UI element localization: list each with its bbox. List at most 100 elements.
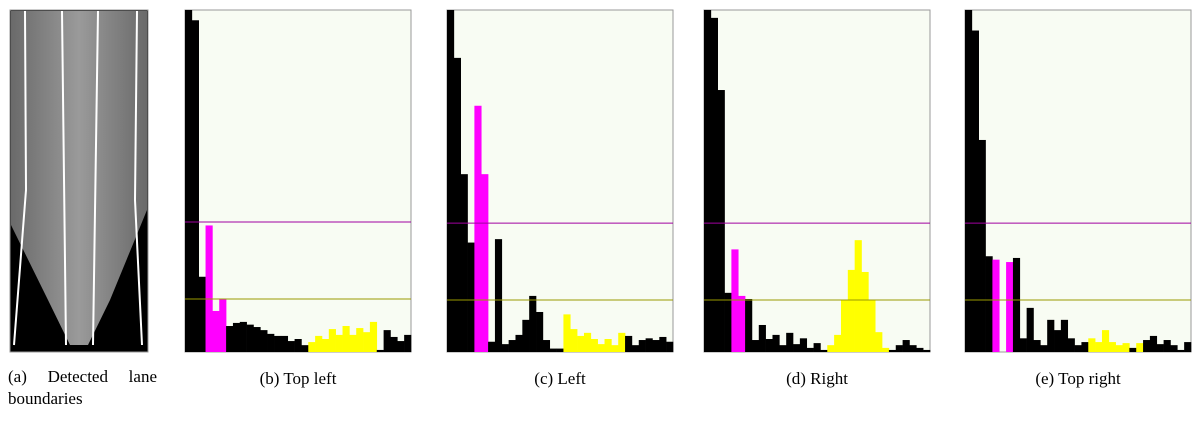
bar <box>1075 345 1082 352</box>
bar <box>1054 330 1061 352</box>
bar <box>807 348 814 352</box>
bar <box>772 335 779 352</box>
bar <box>923 350 930 352</box>
bar <box>219 299 226 352</box>
bar <box>625 336 632 352</box>
bar <box>461 174 468 352</box>
bar <box>308 342 315 352</box>
bar <box>745 299 752 352</box>
bar <box>370 322 377 352</box>
bar <box>212 311 219 352</box>
bar <box>240 322 247 352</box>
bar <box>1129 348 1136 352</box>
bar <box>1047 320 1054 352</box>
bar <box>329 329 336 352</box>
bar <box>267 334 274 352</box>
bar <box>1164 340 1171 352</box>
bar <box>1081 342 1088 352</box>
bar <box>447 10 454 352</box>
bar <box>577 336 584 352</box>
bar <box>652 340 659 352</box>
bar <box>704 10 711 352</box>
bar <box>529 296 536 352</box>
bar <box>515 335 522 352</box>
bar <box>814 343 821 352</box>
bar <box>1061 320 1068 352</box>
bar <box>639 340 646 352</box>
bar <box>488 342 495 352</box>
bar <box>274 336 281 352</box>
bar <box>1040 345 1047 352</box>
bar <box>834 335 841 352</box>
bar <box>233 323 240 352</box>
bar <box>1143 340 1150 352</box>
bar <box>247 325 254 352</box>
bar <box>206 225 213 352</box>
bar <box>397 341 404 352</box>
bar <box>570 329 577 352</box>
bar <box>522 320 529 352</box>
bar <box>779 345 786 352</box>
image-caption: (a) Detected lane boundaries <box>8 366 157 410</box>
bar <box>862 272 869 352</box>
bar <box>841 300 848 352</box>
bar <box>718 90 725 352</box>
bar <box>882 348 889 352</box>
bar <box>1123 343 1130 352</box>
bar <box>1116 345 1123 352</box>
bar <box>253 327 260 352</box>
bar <box>404 335 411 352</box>
bar <box>766 339 773 352</box>
bar <box>1157 344 1164 352</box>
bar <box>1013 258 1020 352</box>
bar <box>343 326 350 352</box>
bar <box>1184 342 1191 352</box>
bar <box>752 340 759 352</box>
bar <box>793 344 800 352</box>
bar <box>1020 338 1027 352</box>
bar <box>454 58 461 352</box>
bar <box>855 240 862 352</box>
bar <box>1006 262 1013 352</box>
panel-caption: (b) Top left <box>260 369 337 388</box>
bar <box>584 333 591 352</box>
bar <box>979 140 986 352</box>
page: (b) Top left(c) Left(d) Right(e) Top rig… <box>0 0 1192 439</box>
bar <box>800 338 807 352</box>
bar <box>550 349 557 352</box>
bar <box>992 260 999 352</box>
bar <box>875 332 882 352</box>
bar <box>903 340 910 352</box>
bar <box>557 349 564 352</box>
bar <box>468 243 475 352</box>
bar <box>502 344 509 352</box>
bar <box>827 345 834 352</box>
bar <box>725 293 732 352</box>
bar <box>192 20 199 352</box>
bar <box>1088 338 1095 352</box>
bar <box>666 342 673 352</box>
panel-caption: (c) Left <box>534 369 586 388</box>
bar <box>659 337 666 352</box>
bar <box>889 350 896 352</box>
bar <box>848 270 855 352</box>
bar <box>481 174 488 352</box>
bar <box>916 348 923 352</box>
bar <box>1027 308 1034 352</box>
bar <box>509 340 516 352</box>
bar <box>759 325 766 352</box>
bar <box>598 344 605 352</box>
lane-image <box>10 10 148 352</box>
figure: (b) Top left(c) Left(d) Right(e) Top rig… <box>0 0 1192 439</box>
bar <box>1095 342 1102 352</box>
bar <box>1170 345 1177 352</box>
bar <box>1150 336 1157 352</box>
bar <box>632 345 639 352</box>
bar <box>185 10 192 352</box>
bar <box>288 341 295 352</box>
bar <box>738 296 745 352</box>
bar <box>896 345 903 352</box>
bar <box>260 330 267 352</box>
bar <box>711 18 718 352</box>
bar <box>356 328 363 352</box>
